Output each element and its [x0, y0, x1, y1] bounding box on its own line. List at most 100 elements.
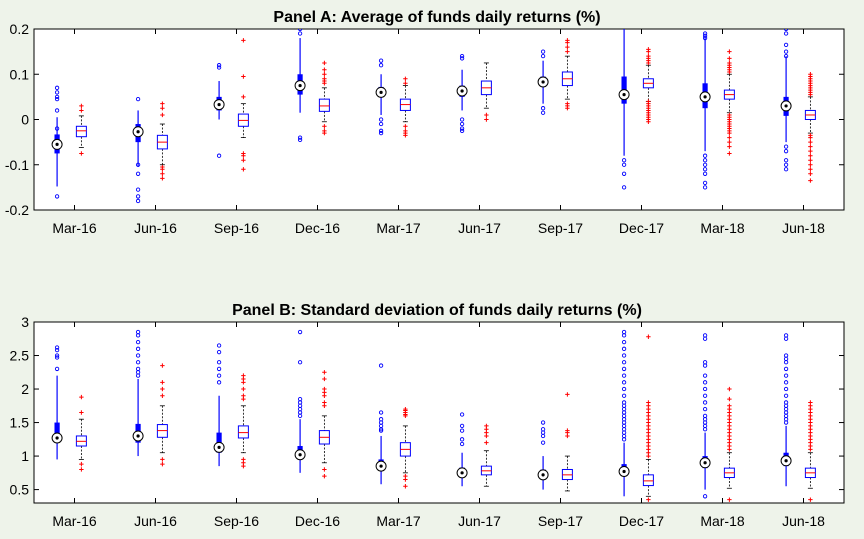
y-tick-label: 0.5: [10, 482, 30, 498]
outlier-circle: [54, 126, 60, 131]
outlier-circle: [702, 171, 708, 176]
panel-a-chart: Panel A: Average of funds daily returns …: [5, 9, 845, 236]
outlier-circle: [702, 33, 708, 38]
outlier-circle: [783, 42, 789, 47]
median-dot: [55, 436, 59, 440]
outlier-plus: [160, 176, 165, 181]
outlier-circle: [459, 437, 465, 442]
median-dot: [784, 104, 788, 108]
outlier-plus: [808, 92, 813, 97]
outlier-circle: [459, 126, 465, 131]
outlier-circle: [378, 427, 384, 432]
y-tick-label: -0.1: [5, 157, 29, 173]
y-tick-label: 2: [21, 381, 29, 397]
outlier-circle: [702, 386, 708, 392]
x-tick-label: Sep-17: [538, 513, 583, 529]
outlier-plus: [727, 139, 732, 145]
outlier-circle: [216, 380, 222, 385]
outlier-plus: [322, 467, 327, 472]
outlier-circle: [135, 353, 141, 358]
x-tick-label: Jun-17: [458, 513, 501, 529]
outlier-circle: [540, 420, 546, 425]
outlier-circle: [459, 441, 465, 447]
outlier-circle: [783, 336, 789, 341]
median-dot: [622, 93, 626, 97]
outlier-circle: [783, 380, 789, 385]
outlier-plus: [403, 124, 408, 129]
outlier-plus: [160, 167, 165, 172]
outlier-plus: [160, 457, 165, 462]
median-dot: [379, 464, 383, 468]
outlier-circle: [297, 329, 303, 335]
outlier-plus: [160, 171, 165, 176]
outlier-plus: [727, 49, 732, 54]
panel-a-title: Panel A: Average of funds daily returns …: [273, 9, 600, 26]
x-tick-label: Jun-18: [782, 220, 825, 236]
outlier-plus: [808, 148, 813, 154]
outlier-circle: [54, 194, 60, 199]
outlier-circle: [783, 366, 789, 372]
median-dot: [541, 473, 545, 477]
y-tick-label: 0.2: [10, 21, 30, 37]
outlier-circle: [540, 433, 546, 439]
outlier-plus: [727, 130, 732, 136]
outlier-circle: [459, 128, 465, 133]
outlier-circle: [216, 65, 222, 70]
outlier-circle: [540, 54, 546, 59]
median-dot: [541, 80, 545, 84]
outlier-circle: [54, 345, 60, 350]
outlier-circle: [702, 167, 708, 172]
outlier-plus: [808, 178, 813, 183]
outlier-circle: [135, 346, 141, 351]
x-tick-label: Sep-17: [538, 220, 583, 236]
x-tick-label: Mar-18: [700, 220, 745, 236]
outlier-plus: [727, 69, 732, 75]
outlier-plus: [241, 380, 246, 385]
outlier-circle: [621, 360, 627, 365]
outlier-circle: [702, 406, 708, 412]
outlier-plus: [241, 463, 246, 469]
outlier-circle: [54, 108, 60, 113]
outlier-plus: [727, 497, 732, 502]
outlier-plus: [808, 158, 813, 163]
median-dot: [136, 434, 140, 438]
outlier-circle: [621, 333, 627, 338]
outlier-plus: [484, 433, 489, 439]
plot-area: [33, 28, 845, 211]
outlier-circle: [135, 96, 141, 102]
outlier-circle: [621, 366, 627, 372]
panel-b-title: Panel B: Standard deviation of funds dai…: [232, 302, 642, 319]
outlier-plus: [241, 153, 246, 158]
x-tick-label: Mar-17: [376, 220, 421, 236]
outlier-circle: [135, 187, 141, 192]
y-tick-label: 1.5: [10, 415, 30, 431]
outlier-circle: [783, 386, 789, 392]
median-dot: [298, 453, 302, 457]
median-dot: [703, 95, 707, 99]
outlier-plus: [160, 363, 165, 368]
outlier-plus: [79, 108, 84, 113]
outlier-circle: [540, 440, 546, 445]
outlier-circle: [702, 162, 708, 167]
outlier-circle: [54, 353, 60, 358]
y-tick-label: 3: [21, 314, 29, 330]
outlier-plus: [403, 133, 408, 138]
outlier-plus: [403, 484, 408, 489]
outlier-circle: [297, 137, 303, 143]
outlier-circle: [540, 106, 546, 111]
outlier-circle: [378, 428, 384, 433]
outlier-plus: [727, 151, 732, 156]
outlier-plus: [403, 477, 408, 482]
outlier-circle: [702, 427, 708, 432]
median-dot: [217, 445, 221, 449]
outlier-circle: [54, 355, 60, 360]
box: [318, 98, 330, 112]
outlier-plus: [322, 67, 327, 72]
outlier-circle: [783, 373, 789, 378]
outlier-circle: [783, 158, 789, 163]
outlier-plus: [403, 413, 408, 419]
outlier-plus: [484, 440, 489, 445]
y-tick-label: 1: [21, 448, 29, 464]
outlier-plus: [322, 81, 327, 86]
x-tick-label: Mar-16: [52, 513, 97, 529]
